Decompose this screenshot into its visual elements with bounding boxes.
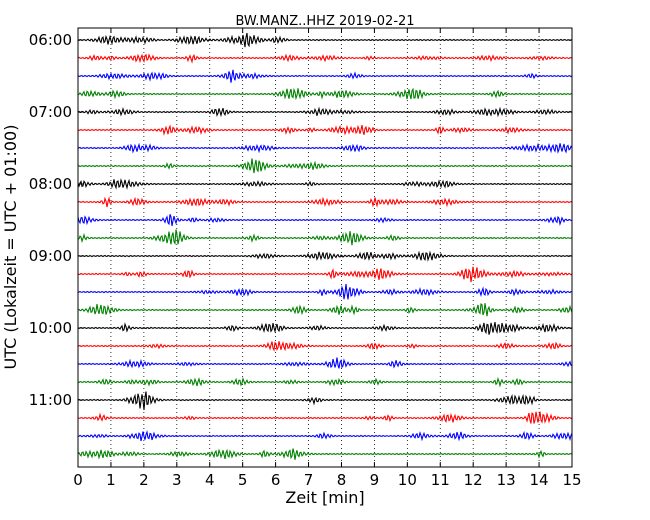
y-tick-label: 09:00 [29, 247, 72, 265]
trace-row-12 [77, 229, 573, 246]
x-axis-ticks: 0 1 2 3 4 5 6 7 8 9 10 11 12 13 14 15 [73, 28, 582, 489]
x-tick-label: 15 [562, 471, 581, 489]
plot-frame [77, 27, 573, 468]
y-tick-label: 11:00 [29, 391, 72, 409]
y-axis-ticks: 06:00 07:00 08:00 09:00 10:00 11:00 [29, 31, 572, 409]
trace-rows [77, 32, 573, 460]
trace-row-11 [77, 214, 573, 227]
trace-row-6 [77, 124, 573, 136]
y-tick-label: 07:00 [29, 103, 72, 121]
x-tick-label: 14 [530, 471, 549, 489]
trace-row-3 [77, 69, 573, 83]
x-tick-label: 8 [337, 471, 347, 489]
trace-row-13 [77, 250, 573, 262]
x-tick-label: 9 [370, 471, 380, 489]
trace-row-17 [77, 321, 573, 335]
trace-row-5 [77, 106, 573, 118]
x-tick-label: 3 [172, 471, 182, 489]
trace-row-23 [77, 429, 573, 442]
trace-row-18 [77, 341, 573, 352]
trace-row-7 [77, 142, 573, 154]
x-tick-label: 2 [139, 471, 149, 489]
trace-row-22 [77, 411, 573, 424]
x-tick-label: 6 [271, 471, 281, 489]
trace-row-10 [77, 196, 573, 208]
x-tick-label: 0 [73, 471, 83, 489]
trace-row-20 [77, 376, 573, 388]
trace-row-2 [77, 53, 573, 64]
x-tick-label: 12 [464, 471, 483, 489]
x-tick-label: 5 [238, 471, 248, 489]
trace-row-14 [77, 266, 573, 283]
trace-row-15 [77, 283, 573, 300]
x-tick-label: 7 [304, 471, 314, 489]
trace-row-9 [77, 178, 573, 190]
x-tick-label: 11 [431, 471, 450, 489]
x-tick-label: 13 [497, 471, 516, 489]
trace-row-21 [77, 391, 573, 410]
trace-row-24 [77, 448, 573, 460]
trace-row-19 [77, 357, 573, 369]
trace-row-4 [77, 87, 573, 101]
y-tick-label: 06:00 [29, 31, 72, 49]
x-tick-label: 1 [106, 471, 116, 489]
x-tick-label: 10 [398, 471, 417, 489]
chart-title: BW.MANZ..HHZ 2019-02-21 [235, 14, 414, 29]
trace-row-8 [77, 158, 573, 174]
x-tick-label: 4 [205, 471, 215, 489]
y-axis-label: UTC (Lokalzeit = UTC + 01:00) [1, 125, 20, 370]
trace-row-1 [77, 32, 573, 48]
y-tick-label: 08:00 [29, 175, 72, 193]
y-tick-label: 10:00 [29, 319, 72, 337]
trace-row-16 [77, 303, 573, 317]
x-axis-label: Zeit [min] [285, 488, 364, 507]
